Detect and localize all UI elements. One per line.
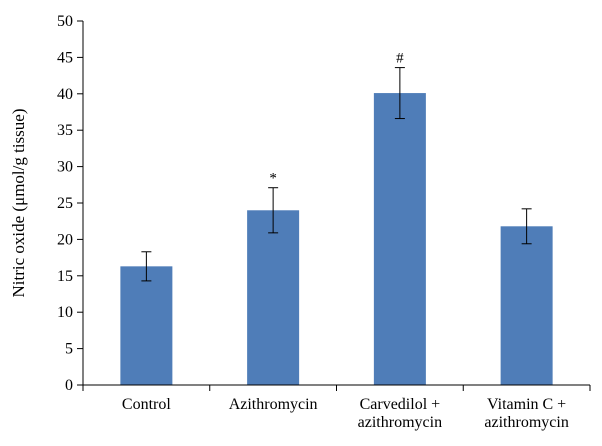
y-tick-label: 10 bbox=[57, 304, 73, 321]
x-category-label: azithromycin bbox=[484, 414, 568, 431]
bar bbox=[120, 266, 173, 385]
y-tick-label: 40 bbox=[57, 86, 73, 103]
y-tick-label: 15 bbox=[57, 268, 73, 285]
x-category-label: Vitamin C + bbox=[487, 396, 566, 413]
y-tick-label: 30 bbox=[57, 159, 73, 176]
y-tick-label: 50 bbox=[57, 13, 73, 30]
y-tick-label: 0 bbox=[65, 377, 73, 394]
y-tick-label: 45 bbox=[57, 49, 73, 66]
bar bbox=[500, 226, 553, 385]
x-category-label: Carvedilol + bbox=[360, 396, 441, 413]
significance-marker: * bbox=[269, 171, 277, 187]
y-tick-label: 25 bbox=[57, 195, 73, 212]
y-axis-title: Nitric oxide (μmol/g tissue) bbox=[9, 108, 28, 297]
x-category-label: azithromycin bbox=[358, 414, 442, 431]
significance-marker: # bbox=[396, 51, 404, 67]
significance-markers: *# bbox=[269, 51, 404, 187]
bar bbox=[373, 93, 426, 386]
x-category-label: Control bbox=[122, 396, 171, 413]
error-bars bbox=[141, 67, 532, 282]
y-tick-label: 20 bbox=[57, 231, 73, 248]
x-category-label: Azithromycin bbox=[229, 396, 318, 413]
bar bbox=[247, 210, 300, 385]
y-tick-label: 5 bbox=[65, 341, 73, 358]
y-axis-ticks: 0 5 10 15 20 25 30 35 40 45 50 bbox=[57, 13, 591, 394]
x-axis-labels: Control Azithromycin Carvedilol +azithromy… bbox=[122, 396, 569, 431]
y-tick-label: 35 bbox=[57, 122, 73, 139]
bars bbox=[120, 93, 553, 386]
